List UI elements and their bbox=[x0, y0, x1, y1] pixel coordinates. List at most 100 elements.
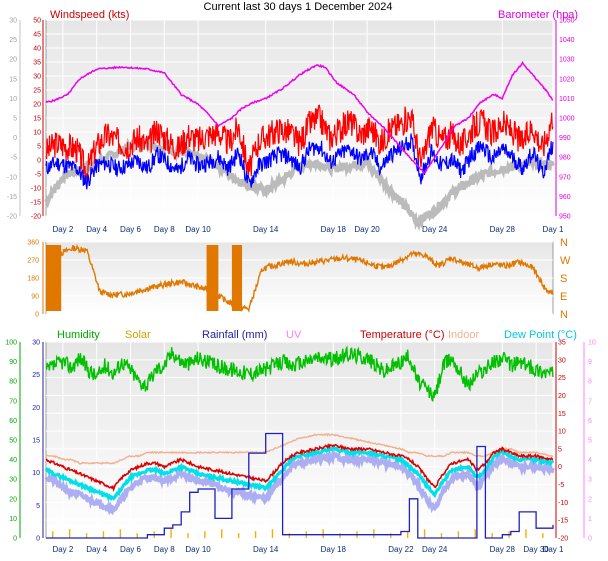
uv-tick: 2 bbox=[588, 496, 592, 503]
rainfall-tick: 20 bbox=[32, 405, 40, 412]
direction-tick: 360 bbox=[27, 240, 39, 247]
barometer-tick: 1050 bbox=[559, 18, 575, 25]
rainfall-tick: 10 bbox=[32, 470, 40, 477]
outer-tick: 25 bbox=[9, 37, 17, 44]
outer-tick: -15 bbox=[7, 194, 17, 201]
direction-tick: 180 bbox=[27, 276, 39, 283]
wind-x-tick: Day 6 bbox=[120, 225, 141, 234]
barometer-tick: 1000 bbox=[559, 116, 575, 123]
humidity-tick: 70 bbox=[9, 398, 17, 405]
direction-tick: 270 bbox=[27, 258, 39, 265]
direction-compass-label: S bbox=[560, 273, 567, 285]
humidity-tick: 10 bbox=[9, 516, 17, 523]
direction-compass-label: N bbox=[560, 309, 568, 321]
temperature-tick: 20 bbox=[558, 393, 566, 400]
windspeed-tick: 20 bbox=[33, 102, 41, 109]
temperature-panel: 0102030405060708090100051015202530-20-15… bbox=[5, 329, 596, 554]
wind-x-tick: Day 10 bbox=[185, 225, 211, 234]
wind-x-tick: Day 8 bbox=[154, 225, 175, 234]
uv-tick: 5 bbox=[588, 438, 592, 445]
humidity-tick: 60 bbox=[9, 418, 17, 425]
windspeed-tick: 50 bbox=[33, 18, 41, 25]
windspeed-tick: -5 bbox=[35, 172, 41, 179]
temperature-x-tick: Day 24 bbox=[422, 545, 448, 554]
humidity-line bbox=[45, 345, 554, 402]
rainfall-tick: 5 bbox=[36, 503, 40, 510]
indoor-line bbox=[45, 433, 554, 465]
temperature-tick: -15 bbox=[558, 518, 568, 525]
windspeed-tick: 40 bbox=[33, 46, 41, 53]
windspeed-tick: 10 bbox=[33, 130, 41, 137]
temperature-x-tick: Day 2 bbox=[52, 545, 73, 554]
barometer-tick: 1040 bbox=[559, 37, 575, 44]
temperature-x-tick: Day 22 bbox=[388, 545, 414, 554]
temperature-x-tick: Day 10 bbox=[185, 545, 211, 554]
direction-tick: 0 bbox=[35, 312, 39, 319]
wind-panel: -20-15-10-505101520253035404550-20-15-10… bbox=[7, 9, 578, 234]
outer-tick: 15 bbox=[9, 76, 17, 83]
temperature-tick: 15 bbox=[558, 411, 566, 418]
barometer-tick: 960 bbox=[559, 194, 571, 201]
uv-tick: 4 bbox=[588, 457, 592, 464]
legend-indoor: Indoor bbox=[448, 329, 480, 341]
humidity-tick: 100 bbox=[5, 340, 17, 347]
wind-right-axis: 950 960 970 980 990 1000 1010 1020 1030 1040 1050 bbox=[555, 18, 575, 221]
outer-tick: -5 bbox=[11, 155, 17, 162]
uv-tick: 8 bbox=[588, 379, 592, 386]
humidity-tick: 0 bbox=[13, 536, 17, 543]
rainfall-tick: 30 bbox=[32, 340, 40, 347]
temperature-axes: 0102030405060708090100051015202530-20-15… bbox=[5, 340, 596, 543]
temperature-tick: 35 bbox=[558, 340, 566, 347]
barometer-line bbox=[45, 60, 554, 174]
direction-series bbox=[45, 243, 554, 313]
uv-tick: 0 bbox=[588, 536, 592, 543]
windspeed-tick: 45 bbox=[33, 32, 41, 39]
outer-tick: 10 bbox=[9, 96, 17, 103]
direction-compass-label: E bbox=[560, 291, 567, 303]
temperature-tick: 30 bbox=[558, 357, 566, 364]
direction-tick: 90 bbox=[31, 294, 39, 301]
chart-title: Current last 30 days 1 December 2024 bbox=[204, 1, 393, 13]
rainfall-tick: 25 bbox=[32, 372, 40, 379]
humidity-tick: 50 bbox=[9, 438, 17, 445]
windspeed-tick: -10 bbox=[31, 186, 41, 193]
wind-x-tick: Day 20 bbox=[354, 225, 380, 234]
outer-tick: 20 bbox=[9, 57, 17, 64]
temperature-x-tick: Day 4 bbox=[86, 545, 107, 554]
legend-dewpoint: Dew Point (°C) bbox=[504, 329, 577, 341]
rainfall-line bbox=[46, 432, 554, 539]
wind-series bbox=[44, 60, 555, 232]
humidity-tick: 80 bbox=[9, 379, 17, 386]
barometer-tick: 970 bbox=[559, 174, 571, 181]
wind-x-tick: Day 2 bbox=[52, 225, 73, 234]
barometer-tick: 1020 bbox=[559, 76, 575, 83]
temperature-tick: 25 bbox=[558, 375, 566, 382]
outer-tick: 5 bbox=[13, 116, 17, 123]
temperature-line bbox=[45, 443, 554, 493]
legend-solar: Solar bbox=[125, 329, 151, 341]
feels-like-line bbox=[44, 446, 555, 516]
barometer-tick: 990 bbox=[559, 135, 571, 142]
legend-rainfall: Rainfall (mm) bbox=[202, 329, 267, 341]
temperature-x-tick: Day 6 bbox=[120, 545, 141, 554]
barometer-axis-label: Barometer (hpa) bbox=[498, 9, 578, 21]
uv-tick: 1 bbox=[588, 516, 592, 523]
temperature-x-tick: Day 8 bbox=[154, 545, 175, 554]
temperature-x-tick: Day 1 bbox=[543, 545, 564, 554]
legend-humidity: Humidity bbox=[57, 329, 100, 341]
uv-tick: 3 bbox=[588, 477, 592, 484]
humidity-tick: 30 bbox=[9, 477, 17, 484]
temperature-tick: -5 bbox=[558, 482, 564, 489]
legend-uv: UV bbox=[286, 329, 302, 341]
temperature-x-tick: Day 28 bbox=[490, 545, 516, 554]
wind-left-axis: -20-15-10-505101520253035404550-20-15-10… bbox=[7, 18, 44, 221]
dewpoint-line bbox=[44, 445, 555, 502]
direction-compass-label: N bbox=[560, 237, 568, 249]
windspeed-tick: 15 bbox=[33, 116, 41, 123]
temperature-tick: 5 bbox=[558, 446, 562, 453]
windspeed-tick: 5 bbox=[37, 144, 41, 151]
humidity-tick: 20 bbox=[9, 496, 17, 503]
uv-tick: 7 bbox=[588, 398, 592, 405]
